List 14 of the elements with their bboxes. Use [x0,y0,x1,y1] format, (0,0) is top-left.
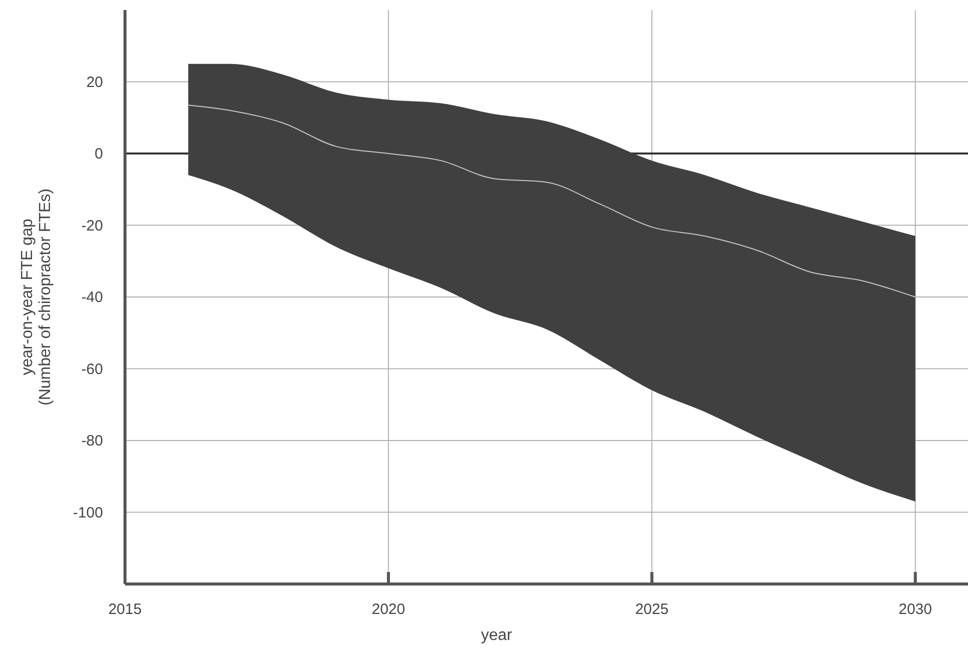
y-axis-title: year-on-year FTE gap (Number of chiropractor FTEs) [19,188,54,406]
y-tick-label: 20 [86,74,103,91]
line-series [188,104,916,298]
x-axis-title: year [480,627,513,644]
x-tick-label: 2030 [898,601,932,618]
y-tick-label: -20 [81,217,103,234]
y-tick-label: 0 [94,146,103,162]
y-tick-label: -100 [72,504,103,522]
x-tick-label: 2025 [635,601,669,618]
y-tick-label: -60 [81,360,103,378]
y-tick-label: -80 [81,432,103,450]
x-tick-label: 2020 [372,601,406,618]
y-tick-label: -40 [81,289,103,306]
x-tick-label: 2015 [108,601,142,618]
